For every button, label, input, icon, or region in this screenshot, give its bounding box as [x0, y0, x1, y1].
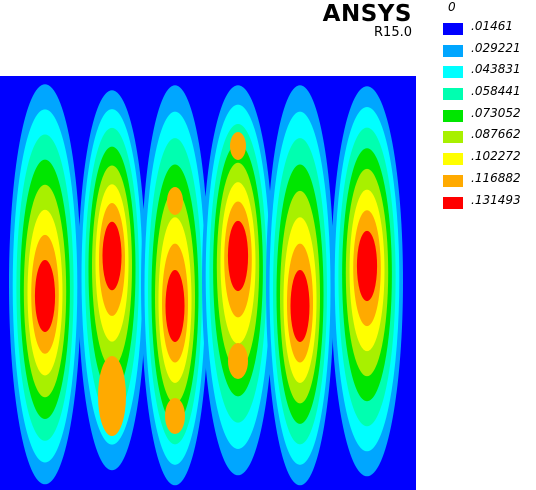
secondary-peak — [228, 343, 248, 379]
contour-band-4 — [202, 85, 274, 476]
legend-item: .058441 — [442, 83, 534, 105]
legend-item: .073052 — [442, 105, 534, 127]
contour-band-5 — [266, 85, 334, 486]
contour-level-8 — [165, 270, 185, 342]
legend-swatch — [442, 195, 464, 210]
legend-item: .043831 — [442, 61, 534, 83]
legend-label: .073052 — [471, 105, 521, 120]
contour-level-8 — [34, 260, 56, 332]
ansys-brand-title: ANSYS — [322, 1, 412, 27]
contour-band-2 — [78, 90, 146, 471]
legend-label: .029221 — [471, 40, 521, 55]
contour-plot — [0, 76, 416, 490]
legend-zero-label: 0 — [448, 0, 456, 14]
legend-item: .087662 — [442, 126, 534, 148]
legend-label: .116882 — [471, 170, 521, 185]
ansys-version-label: R15.0 — [374, 25, 412, 40]
secondary-peak — [167, 187, 183, 215]
legend-label: .043831 — [471, 62, 521, 77]
contour-bands — [9, 84, 403, 486]
contour-legend: .01461 .029221 .043831 .058441 .073052 .… — [442, 8, 534, 213]
legend-item: .029221 — [442, 40, 534, 62]
contour-band-3 — [141, 85, 209, 486]
contour-level-8 — [356, 230, 378, 302]
secondary-peak — [165, 398, 185, 434]
legend-swatch — [442, 43, 464, 58]
legend-swatch — [442, 22, 464, 36]
legend-label: .102272 — [471, 149, 521, 164]
secondary-peak — [230, 132, 246, 160]
legend-item: .131493 — [442, 192, 534, 214]
legend-swatch — [442, 87, 464, 102]
secondary-peak — [98, 356, 126, 436]
legend-swatch — [442, 65, 464, 80]
contour-band-1 — [9, 84, 81, 485]
legend-swatch — [442, 152, 464, 167]
legend-item: .102272 — [442, 148, 534, 170]
contour-level-8 — [227, 220, 249, 292]
contour-level-8 — [290, 270, 310, 342]
legend-swatch — [442, 173, 464, 188]
legend-swatch — [442, 108, 464, 123]
legend-item: .116882 — [442, 170, 534, 192]
contour-band-6 — [331, 86, 403, 477]
contour-level-8 — [102, 221, 122, 291]
legend-label: .01461 — [471, 19, 513, 33]
legend-label: .058441 — [471, 84, 521, 99]
legend-label: .131493 — [471, 192, 521, 207]
legend-item: .01461 — [442, 18, 534, 40]
legend-swatch — [442, 130, 464, 145]
legend-label: .087662 — [471, 127, 521, 142]
